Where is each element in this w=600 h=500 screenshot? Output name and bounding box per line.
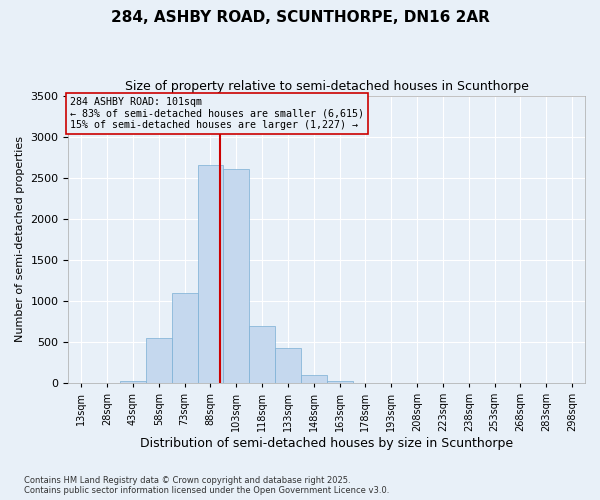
Title: Size of property relative to semi-detached houses in Scunthorpe: Size of property relative to semi-detach… [125,80,529,93]
Text: 284, ASHBY ROAD, SCUNTHORPE, DN16 2AR: 284, ASHBY ROAD, SCUNTHORPE, DN16 2AR [110,10,490,25]
Bar [197,166,223,383]
Bar [146,338,172,383]
Bar [120,381,146,383]
Bar [301,375,327,383]
Text: 284 ASHBY ROAD: 101sqm
← 83% of semi-detached houses are smaller (6,615)
15% of : 284 ASHBY ROAD: 101sqm ← 83% of semi-det… [70,97,364,130]
Bar [275,348,301,383]
Y-axis label: Number of semi-detached properties: Number of semi-detached properties [15,136,25,342]
Bar [223,170,249,383]
Bar [327,382,353,383]
Text: Contains HM Land Registry data © Crown copyright and database right 2025.
Contai: Contains HM Land Registry data © Crown c… [24,476,389,495]
Bar [249,326,275,383]
Bar [172,292,197,383]
X-axis label: Distribution of semi-detached houses by size in Scunthorpe: Distribution of semi-detached houses by … [140,437,513,450]
